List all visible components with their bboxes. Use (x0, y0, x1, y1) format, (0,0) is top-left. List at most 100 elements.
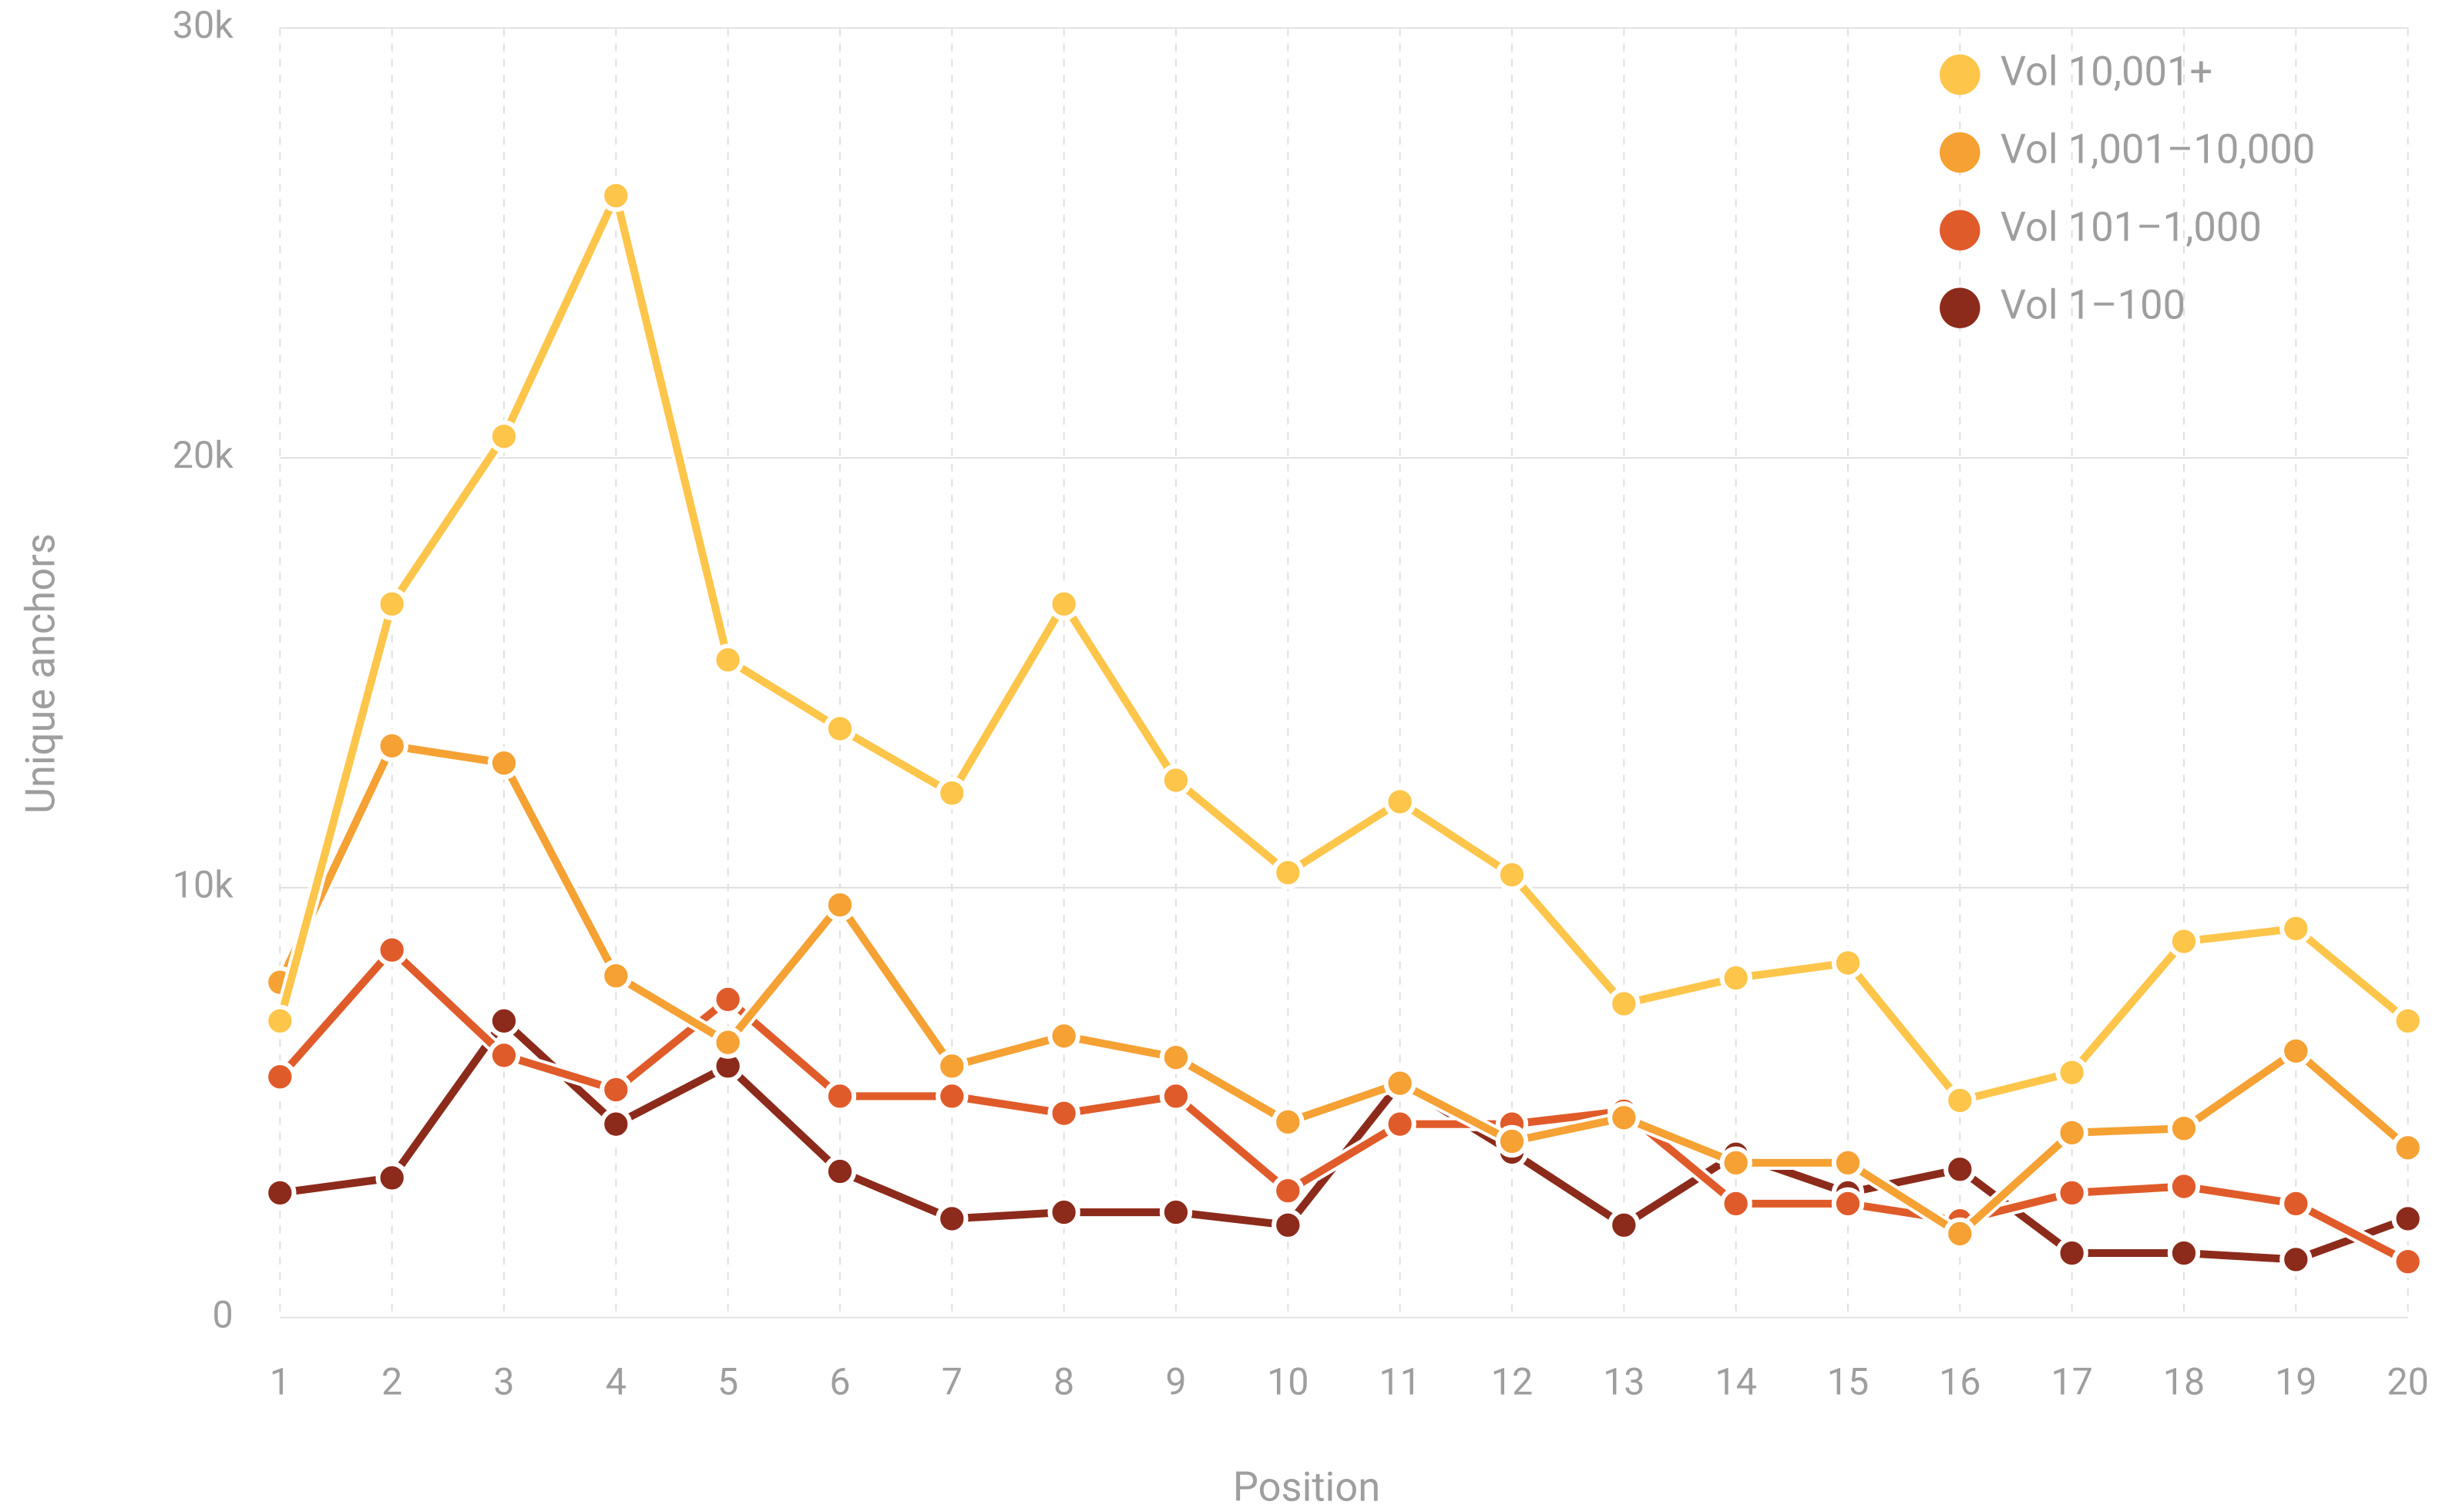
series-line (277, 946, 2410, 1265)
legend-marker (1940, 287, 1980, 328)
data-point (2167, 1170, 2201, 1203)
data-point (487, 1004, 521, 1038)
data-point (1831, 946, 1865, 979)
data-point (1272, 856, 1305, 889)
data-point (264, 1176, 297, 1210)
x-tick-label: 13 (1603, 1359, 1644, 1403)
data-point (823, 1080, 857, 1113)
data-point (1831, 1187, 1865, 1221)
data-point (2055, 1176, 2088, 1210)
data-point (264, 1004, 297, 1038)
x-tick-label: 12 (1491, 1359, 1533, 1403)
data-point (2279, 1034, 2313, 1068)
data-point (1047, 587, 1080, 620)
data-point (2391, 1245, 2424, 1278)
data-point (711, 983, 744, 1016)
x-tick-label: 17 (2051, 1359, 2092, 1403)
data-point (1608, 1208, 1641, 1242)
data-point (2167, 1112, 2201, 1145)
data-point (487, 746, 521, 780)
y-tick-label: 20k (173, 433, 233, 477)
data-point (2167, 925, 2201, 958)
x-tick-label: 5 (717, 1359, 738, 1403)
legend-label: Vol 101–1,000 (2001, 203, 2262, 251)
data-point (1159, 1080, 1193, 1113)
data-point (936, 1050, 969, 1083)
y-axis-label: Unique anchors (16, 533, 64, 814)
data-point (1383, 1107, 1416, 1141)
x-axis-label: Position (1233, 1463, 1380, 1511)
series-line (276, 191, 2410, 1105)
data-point (487, 1039, 521, 1072)
data-point (823, 712, 857, 745)
data-point (600, 1107, 633, 1141)
x-tick-label: 11 (1379, 1359, 1420, 1403)
x-tick-label: 14 (1715, 1359, 1756, 1403)
data-point (375, 729, 408, 763)
legend-label: Vol 1–100 (2001, 281, 2185, 329)
x-tick-label: 16 (1939, 1359, 1980, 1403)
data-point (375, 1161, 408, 1194)
data-point (1383, 1067, 1416, 1100)
data-point (1719, 1187, 1752, 1221)
series-line (276, 741, 2410, 1238)
data-point (2279, 1187, 2313, 1221)
legend-marker (1940, 54, 1980, 96)
data-point (2167, 1236, 2201, 1270)
data-point (1159, 1195, 1193, 1229)
data-point (1608, 987, 1641, 1020)
data-point (2391, 1004, 2424, 1038)
data-point (936, 1202, 969, 1235)
x-tick-label: 15 (1827, 1359, 1869, 1403)
x-tick-label: 2 (381, 1359, 402, 1403)
data-point (2055, 1116, 2088, 1150)
data-point (1943, 1153, 1977, 1186)
data-point (1047, 1195, 1080, 1229)
data-point (1159, 1041, 1193, 1074)
data-point (1719, 961, 1752, 995)
x-tick-label: 8 (1053, 1359, 1074, 1403)
data-point (1272, 1174, 1305, 1208)
data-point (2279, 1243, 2313, 1276)
x-tick-label: 10 (1267, 1359, 1309, 1403)
y-tick-label: 0 (213, 1292, 233, 1336)
data-point (1495, 1124, 1529, 1158)
x-tick-label: 9 (1165, 1359, 1186, 1403)
legend-label: Vol 1,001–10,000 (2001, 126, 2315, 173)
legend-marker (1940, 210, 1980, 250)
data-point (2391, 1202, 2424, 1235)
data-point (2279, 912, 2313, 946)
data-point (2055, 1056, 2088, 1089)
data-point (1383, 785, 1416, 818)
data-point (600, 179, 633, 213)
data-point (711, 643, 744, 677)
data-point (1831, 1146, 1865, 1180)
data-point (823, 889, 857, 922)
x-tick-label: 20 (2387, 1359, 2428, 1403)
data-point (1159, 764, 1193, 797)
y-tick-label: 30k (173, 3, 233, 47)
x-tick-label: 4 (606, 1359, 627, 1403)
data-point (2055, 1236, 2088, 1270)
data-point (1047, 1097, 1080, 1130)
line-shadow (273, 188, 2413, 1108)
data-point (823, 1154, 857, 1188)
data-point (487, 420, 521, 453)
data-point (936, 1080, 969, 1113)
data-point (1608, 1101, 1641, 1134)
data-point (1943, 1084, 1977, 1117)
legend-marker (1940, 132, 1980, 173)
data-point (1047, 1020, 1080, 1053)
data-point (1272, 1208, 1305, 1242)
data-point (264, 1060, 297, 1094)
data-point (600, 1073, 633, 1107)
x-tick-label: 6 (829, 1359, 850, 1403)
data-point (1943, 1217, 1977, 1251)
data-point (375, 933, 408, 966)
x-tick-label: 1 (270, 1359, 291, 1403)
data-point (375, 587, 408, 620)
data-point (1495, 858, 1529, 892)
data-point (600, 959, 633, 993)
x-tick-label: 3 (493, 1359, 514, 1403)
